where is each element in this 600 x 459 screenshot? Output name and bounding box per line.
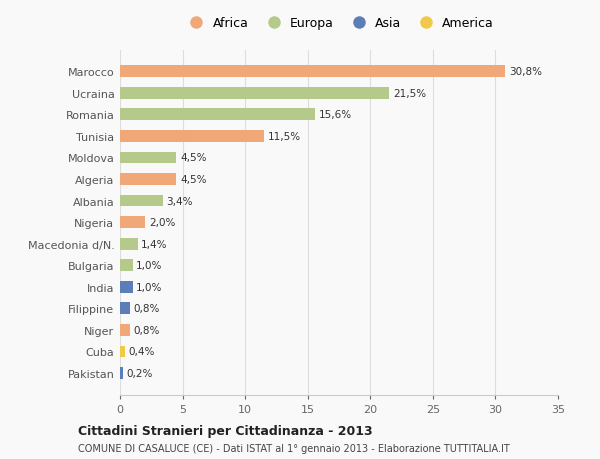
Bar	[120, 367, 122, 379]
Text: 1,4%: 1,4%	[141, 239, 168, 249]
Text: Cittadini Stranieri per Cittadinanza - 2013: Cittadini Stranieri per Cittadinanza - 2…	[78, 424, 373, 437]
Text: 0,8%: 0,8%	[134, 325, 160, 335]
Text: 1,0%: 1,0%	[136, 282, 163, 292]
Text: 2,0%: 2,0%	[149, 218, 175, 228]
Bar	[120, 238, 137, 250]
Text: 11,5%: 11,5%	[268, 132, 301, 141]
Legend: Africa, Europa, Asia, America: Africa, Europa, Asia, America	[179, 12, 499, 35]
Bar	[120, 174, 176, 185]
Bar	[120, 260, 133, 272]
Bar	[120, 131, 264, 142]
Text: 21,5%: 21,5%	[393, 89, 426, 99]
Text: 0,8%: 0,8%	[134, 304, 160, 313]
Bar	[120, 152, 176, 164]
Bar	[120, 346, 125, 358]
Bar	[120, 109, 315, 121]
Bar	[120, 217, 145, 229]
Text: 0,2%: 0,2%	[126, 368, 152, 378]
Text: 4,5%: 4,5%	[180, 174, 206, 185]
Text: 1,0%: 1,0%	[136, 261, 163, 271]
Bar	[120, 281, 133, 293]
Bar	[120, 303, 130, 314]
Text: 15,6%: 15,6%	[319, 110, 352, 120]
Bar	[120, 324, 130, 336]
Bar	[120, 66, 505, 78]
Bar	[120, 195, 163, 207]
Text: 30,8%: 30,8%	[509, 67, 542, 77]
Text: 0,4%: 0,4%	[129, 347, 155, 357]
Bar	[120, 88, 389, 100]
Text: 3,4%: 3,4%	[166, 196, 193, 206]
Text: 4,5%: 4,5%	[180, 153, 206, 163]
Text: COMUNE DI CASALUCE (CE) - Dati ISTAT al 1° gennaio 2013 - Elaborazione TUTTITALI: COMUNE DI CASALUCE (CE) - Dati ISTAT al …	[78, 443, 510, 453]
